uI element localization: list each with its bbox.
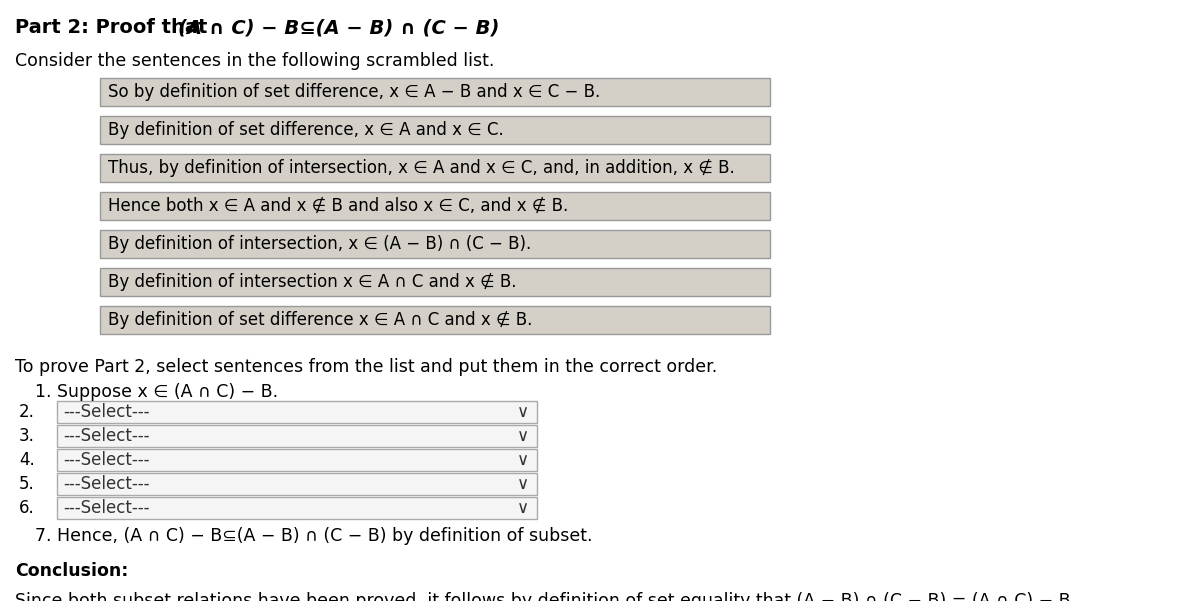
Text: Consider the sentences in the following scrambled list.: Consider the sentences in the following … (14, 52, 494, 70)
FancyBboxPatch shape (58, 497, 538, 519)
FancyBboxPatch shape (100, 192, 770, 220)
FancyBboxPatch shape (58, 473, 538, 495)
FancyBboxPatch shape (100, 230, 770, 258)
Text: ---Select---: ---Select--- (64, 451, 150, 469)
FancyBboxPatch shape (58, 401, 538, 423)
Text: 2.: 2. (19, 403, 35, 421)
Text: So by definition of set difference, x ∈ A − B and x ∈ C − B.: So by definition of set difference, x ∈ … (108, 83, 600, 101)
Text: 3.: 3. (19, 427, 35, 445)
Text: By definition of intersection x ∈ A ∩ C and x ∉ B.: By definition of intersection x ∈ A ∩ C … (108, 273, 516, 291)
Text: ∨: ∨ (517, 403, 529, 421)
Text: ∨: ∨ (517, 427, 529, 445)
Text: ---Select---: ---Select--- (64, 499, 150, 517)
FancyBboxPatch shape (58, 449, 538, 471)
Text: By definition of intersection, x ∈ (A − B) ∩ (C − B).: By definition of intersection, x ∈ (A − … (108, 235, 532, 253)
Text: ---Select---: ---Select--- (64, 403, 150, 421)
Text: ∨: ∨ (517, 499, 529, 517)
Text: Conclusion:: Conclusion: (14, 562, 128, 580)
Text: ---Select---: ---Select--- (64, 427, 150, 445)
Text: Since both subset relations have been proved, it follows by definition of set eq: Since both subset relations have been pr… (14, 592, 1076, 601)
Text: Thus, by definition of intersection, x ∈ A and x ∈ C, and, in addition, x ∉ B.: Thus, by definition of intersection, x ∈… (108, 159, 734, 177)
FancyBboxPatch shape (100, 116, 770, 144)
Text: By definition of set difference, x ∈ A and x ∈ C.: By definition of set difference, x ∈ A a… (108, 121, 504, 139)
Text: (A ∩ C) − B⊆(A − B) ∩ (C − B): (A ∩ C) − B⊆(A − B) ∩ (C − B) (178, 18, 499, 37)
FancyBboxPatch shape (100, 268, 770, 296)
FancyBboxPatch shape (100, 154, 770, 182)
Text: 6.: 6. (19, 499, 35, 517)
Text: Hence both x ∈ A and x ∉ B and also x ∈ C, and x ∉ B.: Hence both x ∈ A and x ∉ B and also x ∈ … (108, 197, 569, 215)
FancyBboxPatch shape (58, 425, 538, 447)
Text: By definition of set difference x ∈ A ∩ C and x ∉ B.: By definition of set difference x ∈ A ∩ … (108, 311, 533, 329)
FancyBboxPatch shape (100, 78, 770, 106)
Text: ---Select---: ---Select--- (64, 475, 150, 493)
FancyBboxPatch shape (100, 306, 770, 334)
Text: 1. Suppose x ∈ (A ∩ C) − B.: 1. Suppose x ∈ (A ∩ C) − B. (35, 383, 278, 401)
Text: To prove Part 2, select sentences from the list and put them in the correct orde: To prove Part 2, select sentences from t… (14, 358, 718, 376)
Text: 7. Hence, (A ∩ C) − B⊆(A − B) ∩ (C − B) by definition of subset.: 7. Hence, (A ∩ C) − B⊆(A − B) ∩ (C − B) … (35, 527, 593, 545)
Text: 5.: 5. (19, 475, 35, 493)
Text: Part 2: Proof that: Part 2: Proof that (14, 18, 214, 37)
Text: ∨: ∨ (517, 451, 529, 469)
Text: ∨: ∨ (517, 475, 529, 493)
Text: 4.: 4. (19, 451, 35, 469)
